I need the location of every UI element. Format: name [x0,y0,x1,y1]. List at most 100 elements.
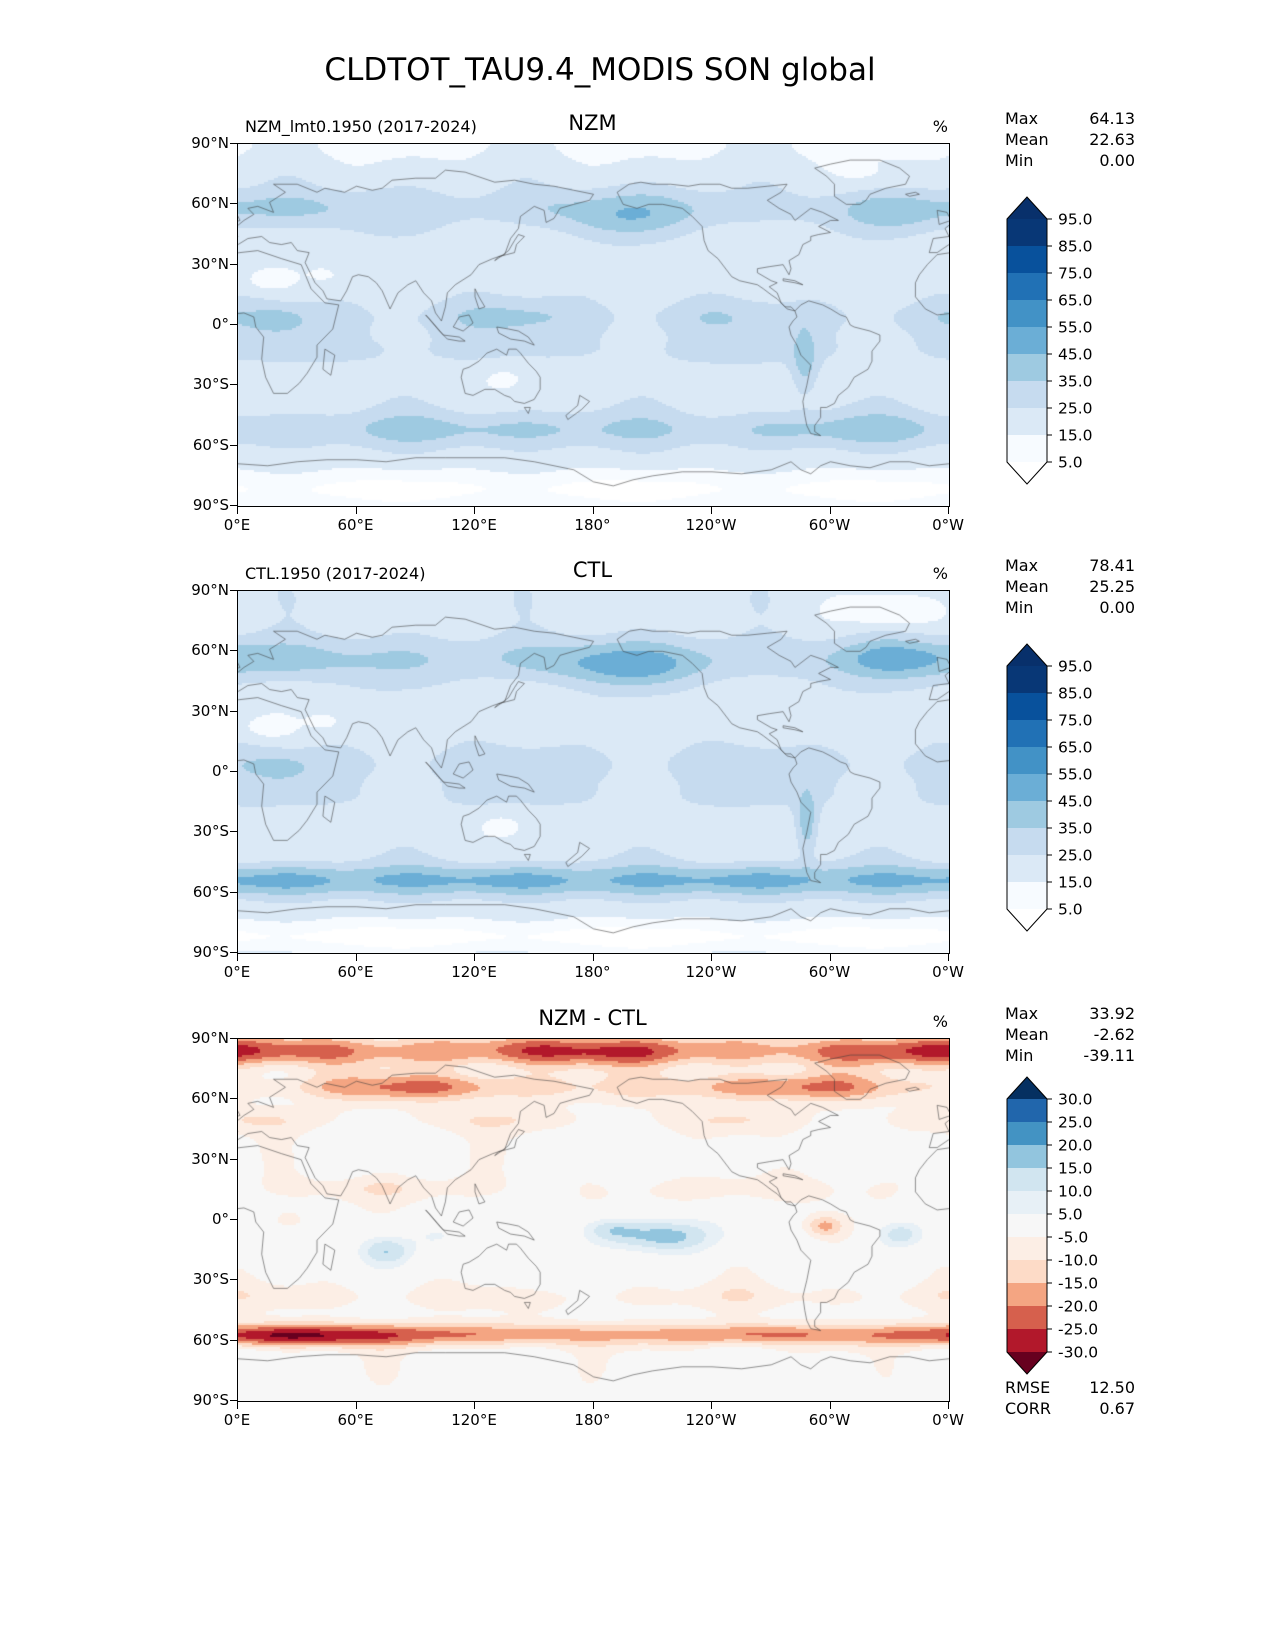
svg-text:5.0: 5.0 [1058,901,1083,919]
svg-text:25.0: 25.0 [1058,400,1093,418]
panel3-unit-label: % [932,1012,948,1031]
lat-tick-label: 60°S [192,435,229,454]
lat-tick-label: 90°N [191,1029,229,1047]
stat-value: 0.00 [1099,598,1135,617]
lon-tick-label: 120°W [685,963,737,981]
lat-tick-mark [230,263,237,265]
svg-text:-15.0: -15.0 [1058,1275,1098,1293]
lat-tick-label: 90°S [192,943,229,961]
lon-tick-label: 60°W [808,516,851,534]
lat-tick-mark [230,1038,237,1039]
lon-tick-mark [237,1402,238,1409]
svg-text:65.0: 65.0 [1058,739,1093,757]
lon-tick-label: 120°E [451,516,497,534]
lon-tick-mark [948,1402,949,1409]
lat-tick-label: 60°N [191,1089,229,1108]
lat-tick-mark [230,143,237,144]
stat-value: 25.25 [1089,577,1135,596]
svg-text:35.0: 35.0 [1058,820,1093,838]
lon-tick-mark [592,1402,594,1409]
panel2-title: CTL [572,558,613,582]
lon-tick-mark [711,507,712,514]
lat-tick-mark [230,590,237,591]
stat-value: -2.62 [1093,1025,1135,1044]
lat-tick-mark [230,1400,237,1401]
stat-label: Mean [1005,130,1049,149]
svg-text:30.0: 30.0 [1058,1091,1093,1109]
stat-label: CORR [1005,1399,1051,1418]
panel2-map-canvas [237,590,950,954]
svg-text:95.0: 95.0 [1058,211,1093,229]
lat-tick-label: 90°S [192,496,229,514]
lon-tick-label: 60°W [808,963,851,981]
svg-text:-25.0: -25.0 [1058,1321,1098,1339]
svg-text:85.0: 85.0 [1058,685,1093,703]
panel1-unit-label: % [932,117,948,136]
panel3-map-canvas [237,1038,950,1402]
panel1-subtitle: NZM_lmt0.1950 (2017-2024) [245,117,477,136]
svg-text:45.0: 45.0 [1058,793,1093,811]
lon-tick-mark [829,1402,831,1409]
colorbar-svg: 95.0 85.0 75.0 65.0 55.0 45.0 35.0 25.0 15.0 5.0 [1006,643,1093,932]
lat-tick-label: 0° [211,762,229,780]
lon-tick-label: 60°E [337,963,374,981]
svg-text:-30.0: -30.0 [1058,1344,1098,1362]
lat-tick-mark [230,444,237,446]
figure-title: CLDTOT_TAU9.4_MODIS SON global [324,52,876,88]
lon-tick-label: 0°E [223,963,251,981]
lat-tick-label: 60°S [192,882,229,901]
panel1-map: 90°N 60°N 30°N 0° 30°S 60°S 90°S 0°E 60°E 120°E 18… [191,135,964,533]
stat-label: Min [1005,1046,1034,1065]
lat-tick-label: 30°S [192,822,229,841]
stat-value: 64.13 [1089,109,1135,128]
lon-tick-label: 120°E [451,963,497,981]
lon-tick-mark [237,954,238,961]
lat-tick-mark [230,384,237,386]
lat-tick-mark [230,831,237,833]
svg-text:10.0: 10.0 [1058,1183,1093,1201]
panel2-stats: Max 78.41 Mean 25.25 Min 0.00 [1005,555,1135,618]
lon-tick-label: 60°E [337,516,374,534]
lat-tick-label: 30°S [192,375,229,394]
lon-tick-label: 120°W [685,516,737,534]
lat-tick-mark [230,324,237,325]
colorbar-svg: 30.0 25.0 20.0 15.0 10.0 5.0 -5.0 -10.0 -15.0 -20… [1006,1076,1098,1375]
panel3-title: NZM - CTL [538,1006,647,1030]
lon-tick-mark [948,954,949,961]
svg-text:45.0: 45.0 [1058,346,1093,364]
panel1-stats: Max 64.13 Mean 22.63 Min 0.00 [1005,108,1135,171]
svg-text:-10.0: -10.0 [1058,1252,1098,1270]
svg-text:85.0: 85.0 [1058,238,1093,256]
stat-label: Max [1005,1004,1039,1023]
panel1-map-canvas [237,143,950,507]
stat-value: -39.11 [1083,1046,1135,1065]
lon-tick-mark [474,954,475,961]
stat-value: 78.41 [1089,556,1135,575]
lat-tick-label: 90°N [191,581,229,599]
stat-label: Max [1005,556,1039,575]
svg-text:65.0: 65.0 [1058,292,1093,310]
lat-tick-label: 0° [211,1210,229,1228]
stat-label: Min [1005,598,1034,617]
stat-label: Max [1005,109,1039,128]
stat-value: 12.50 [1089,1378,1135,1397]
svg-text:55.0: 55.0 [1058,766,1093,784]
panel1-colorbar: 95.0 85.0 75.0 65.0 55.0 45.0 35.0 25.0 15.0 5.0 [1006,196,1126,485]
svg-text:15.0: 15.0 [1058,427,1093,445]
panel1-title: NZM [568,111,617,135]
stat-label: Mean [1005,1025,1049,1044]
lon-tick-mark [948,507,949,514]
lon-tick-mark [592,954,594,961]
panel3-map: 90°N 60°N 30°N 0° 30°S 60°S 90°S 0°E 60°E 120°E 18… [191,1030,964,1428]
lat-tick-mark [230,203,237,205]
lon-tick-label: 180° [574,516,611,534]
lat-tick-mark [230,1098,237,1100]
lon-tick-mark [355,954,357,961]
lon-tick-label: 60°E [337,1411,374,1429]
lat-tick-mark [230,952,237,953]
lon-tick-mark [237,507,238,514]
lat-tick-label: 0° [211,315,229,333]
svg-text:55.0: 55.0 [1058,319,1093,337]
lon-tick-label: 0°W [932,516,964,534]
panel2-subtitle: CTL.1950 (2017-2024) [245,564,426,583]
